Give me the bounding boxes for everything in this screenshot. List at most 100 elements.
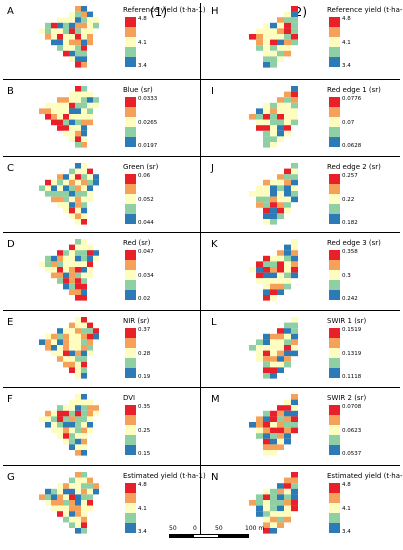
map-cell [277,119,284,126]
map-cell [263,267,270,273]
map-cell [284,405,291,411]
map-cell [284,427,291,434]
legend-swatch [329,174,340,184]
map-cell [75,516,81,523]
map-cell [291,191,298,197]
map-cell [51,261,57,267]
map-cell [81,6,87,12]
legend-tick-label: 4.1 [342,40,351,46]
map-cell [69,34,75,40]
map-cell [291,477,298,484]
map-cell [270,119,277,126]
map-cell [291,250,298,256]
legend-swatch [329,184,340,194]
map-cell [63,34,69,40]
map-cell [51,272,57,279]
legend-swatch [329,523,340,533]
map-cell [75,174,81,180]
map-cell [81,399,87,406]
map-cell [270,339,277,345]
map-cell [87,333,93,340]
map-cell [69,119,75,126]
map-cell [284,174,291,180]
map-cell [63,272,69,279]
map-cell [277,356,284,362]
map-cell [69,191,75,197]
map-cell [270,278,277,284]
map-cell [75,34,81,40]
map-cell [256,422,263,428]
map-cell [87,196,93,203]
legend-tick-label: 4.8 [342,482,351,488]
map-cell [63,108,69,114]
map-cell [81,483,87,489]
map-cell [81,91,87,98]
map-cell [291,422,298,428]
map-cell [87,427,93,434]
map-cell [81,163,87,169]
map-cell [63,339,69,345]
map-cell [81,244,87,251]
map-cell [277,130,284,137]
map-cell [69,125,75,131]
map-cell [75,119,81,126]
map-cell [81,350,87,357]
map-panel-a: A Reference yield (t·ha-1) 4.8 4.1 3.4 [5,3,206,69]
map-cell [69,356,75,362]
map-cell [256,505,263,512]
map-cell [57,278,63,284]
map-cell [57,483,63,489]
map-cell [75,361,81,368]
map-cell [75,56,81,62]
map-cell [69,136,75,142]
map-cell [263,39,270,46]
map-cell [87,108,93,114]
map-cell [75,130,81,137]
map-cell [93,410,99,417]
map-cell [51,333,57,340]
panel-letter: D [7,239,15,250]
map-cell [81,114,87,120]
legend-title: Reference yield (t·ha-1) [123,6,206,14]
map-cell [277,39,284,46]
map-cell [263,102,270,109]
map-cell [270,516,277,523]
legend-tick-label: 4.1 [342,506,351,512]
map-cell [256,114,263,120]
map-cell [75,136,81,142]
map-cell [81,283,87,290]
map-cell [284,477,291,484]
map-cell [81,250,87,256]
map-cell [69,213,75,219]
map-cell [81,119,87,126]
map-cell [75,185,81,191]
map-cell [263,350,270,357]
map-cell [263,272,270,279]
map-cell [284,283,291,290]
legend-title: Red edge 3 (sr) [327,239,381,247]
map-cell [57,97,63,103]
map-cell [291,505,298,512]
map-cell [75,472,81,478]
legend-tick-label: 3.4 [342,63,351,69]
map-cell [57,350,63,357]
map-cell [45,345,51,351]
map-cell [277,179,284,186]
map-cell [75,179,81,186]
map-cell [291,174,298,180]
map-cell [270,427,277,434]
map-cell [284,50,291,57]
map-cell [270,255,277,262]
map-cell [284,185,291,191]
map-cell [69,168,75,175]
map-cell [87,28,93,34]
map-cell [81,267,87,273]
map-cell [81,130,87,137]
map-cell [51,416,57,422]
legend-tick-label: 0.07 [342,120,355,126]
map-cell [45,102,51,109]
map-cell [63,191,69,197]
map-cell [75,244,81,251]
map-cell [57,505,63,512]
map-cell [69,505,75,512]
